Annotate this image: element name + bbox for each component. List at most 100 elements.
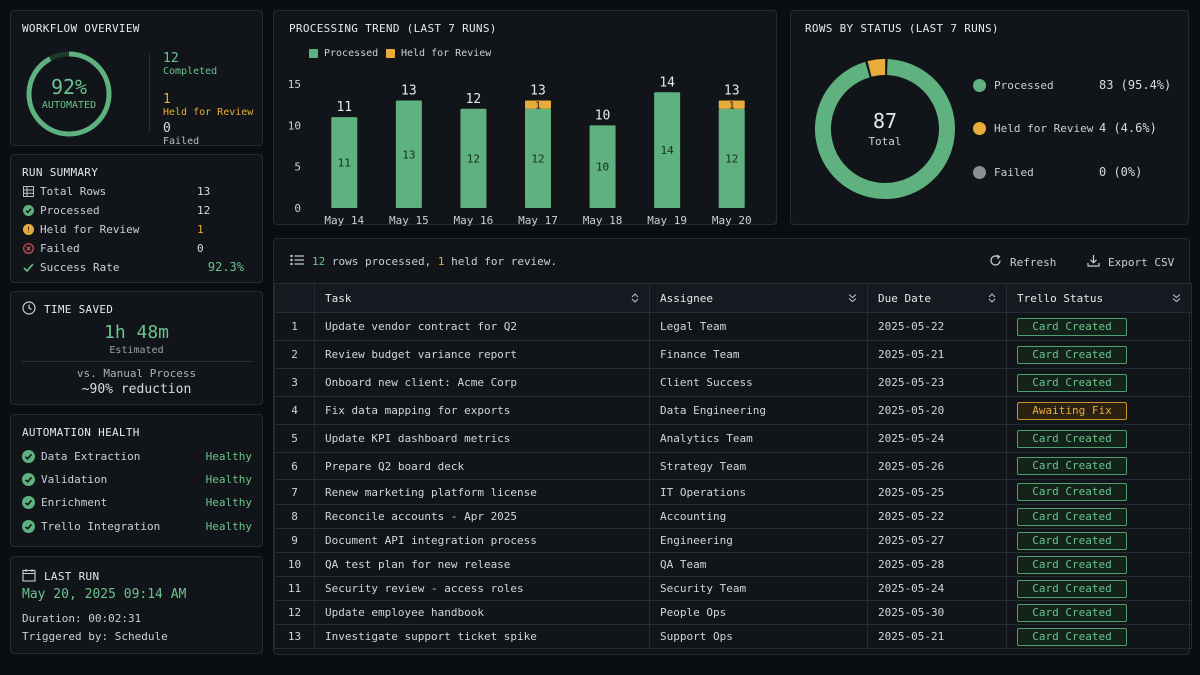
health-label: Enrichment bbox=[41, 495, 108, 509]
table-row[interactable]: 12 Update employee handbook People Ops 2025… bbox=[274, 600, 1192, 625]
x-tick-label: May 17 bbox=[518, 214, 558, 226]
last-run-panel: LAST RUN May 20, 2025 09:14 AM Duration:… bbox=[10, 556, 263, 654]
table-row[interactable]: 8 Reconcile accounts - Apr 2025 Accounting… bbox=[274, 504, 1192, 529]
task-cell: Update vendor contract for Q2 bbox=[314, 312, 650, 341]
last-run-duration: Duration: 00:02:31 bbox=[22, 612, 142, 625]
assignee-cell: Security Team bbox=[649, 576, 868, 601]
automated-percent: 92% bbox=[50, 75, 88, 99]
legend-label: Processed bbox=[324, 48, 379, 59]
status-legend-held: Held for Review 4 (4.6%) bbox=[973, 120, 1173, 136]
table-row[interactable]: 9 Document API integration process Enginee… bbox=[274, 528, 1192, 553]
table-row[interactable]: 3 Onboard new client: Acme Corp Client Suc… bbox=[274, 368, 1192, 397]
table-row[interactable]: 4 Fix data mapping for exports Data Engine… bbox=[274, 396, 1192, 425]
table-row[interactable]: 1 Update vendor contract for Q2 Legal Team… bbox=[274, 312, 1192, 341]
table-row[interactable]: 7 Renew marketing platform license IT Oper… bbox=[274, 479, 1192, 505]
assignee-cell: Engineering bbox=[649, 528, 868, 553]
status-badge[interactable]: Card Created bbox=[1017, 429, 1127, 448]
last-run-header: LAST RUN bbox=[22, 568, 99, 585]
time-saved-panel: TIME SAVED 1h 48m Estimated vs. Manual P… bbox=[10, 291, 263, 405]
summary-value: 1 bbox=[197, 222, 204, 236]
column-header-trello-status[interactable]: Trello Status bbox=[1006, 283, 1192, 313]
sort-icon[interactable] bbox=[631, 293, 639, 306]
held-count: 1 bbox=[437, 255, 445, 268]
table-row[interactable]: 6 Prepare Q2 board deck Strategy Team 2025-… bbox=[274, 452, 1192, 480]
calendar-icon bbox=[22, 568, 36, 585]
status-badge[interactable]: Card Created bbox=[1017, 507, 1127, 526]
task-cell: Prepare Q2 board deck bbox=[314, 452, 650, 480]
chevron-down-icon[interactable] bbox=[1172, 293, 1181, 306]
chevron-down-icon[interactable] bbox=[848, 293, 857, 306]
status-badge[interactable]: Awaiting Fix bbox=[1017, 401, 1127, 420]
health-row: Trello Integration Healthy bbox=[22, 518, 252, 534]
last-run-trigger: Triggered by: Schedule bbox=[22, 630, 168, 643]
row-number: 12 bbox=[274, 600, 315, 625]
health-status: Healthy bbox=[205, 495, 252, 509]
export-csv-button[interactable]: Export CSV bbox=[1087, 254, 1174, 270]
status-badge[interactable]: Card Created bbox=[1017, 603, 1127, 622]
status-cell: Card Created bbox=[1006, 528, 1192, 553]
panel-title: LAST RUN bbox=[44, 570, 100, 583]
bar-value-label: 10 bbox=[596, 161, 609, 174]
status-badge[interactable]: Card Created bbox=[1017, 317, 1127, 336]
automation-health-panel: AUTOMATION HEALTH Data Extraction Health… bbox=[10, 414, 263, 547]
status-badge[interactable]: Card Created bbox=[1017, 579, 1127, 598]
status-badge[interactable]: Card Created bbox=[1017, 627, 1127, 646]
column-header-assignee[interactable]: Assignee bbox=[649, 283, 868, 313]
failed-stat: 0 Failed bbox=[163, 122, 199, 148]
total-label: 12 bbox=[466, 92, 482, 107]
summary-row-failed: Failed 0 bbox=[22, 240, 252, 256]
summary-row-total: Total Rows 13 bbox=[22, 183, 252, 199]
total-label: 11 bbox=[336, 100, 352, 115]
table-row[interactable]: 13 Investigate support ticket spike Suppor… bbox=[274, 624, 1192, 649]
sort-icon[interactable] bbox=[988, 293, 996, 306]
held-stat: 1 Held for Review bbox=[163, 93, 253, 119]
donut-slice bbox=[867, 59, 886, 77]
table-row[interactable]: 5 Update KPI dashboard metrics Analytics T… bbox=[274, 424, 1192, 453]
summary-row-success: Success Rate 92.3% bbox=[22, 259, 252, 275]
status-badge[interactable]: Card Created bbox=[1017, 483, 1127, 501]
health-row: Data Extraction Healthy bbox=[22, 448, 252, 464]
row-number: 8 bbox=[274, 504, 315, 529]
due-date-cell: 2025-05-20 bbox=[867, 396, 1007, 425]
table-row[interactable]: 10 QA test plan for new release QA Team 202… bbox=[274, 552, 1192, 577]
column-header-task[interactable]: Task bbox=[314, 283, 650, 313]
x-circle-icon bbox=[22, 242, 34, 254]
refresh-button[interactable]: Refresh bbox=[989, 254, 1056, 270]
column-header-due-date[interactable]: Due Date bbox=[867, 283, 1007, 313]
bar-processed bbox=[525, 108, 551, 208]
status-cell: Card Created bbox=[1006, 552, 1192, 577]
bar-processed bbox=[331, 117, 358, 208]
bar-held bbox=[525, 100, 551, 109]
table-row[interactable]: 11 Security review - access roles Security… bbox=[274, 576, 1192, 601]
status-cell: Card Created bbox=[1006, 368, 1192, 397]
status-badge[interactable]: Card Created bbox=[1017, 457, 1127, 475]
status-badge[interactable]: Card Created bbox=[1017, 555, 1127, 574]
bar-held bbox=[718, 100, 745, 109]
ring-svg bbox=[26, 51, 112, 137]
time-saved-value: 1h 48m bbox=[103, 322, 170, 343]
table-row[interactable]: 2 Review budget variance report Finance Te… bbox=[274, 340, 1192, 369]
x-tick-label: May 14 bbox=[324, 214, 364, 226]
task-cell: Fix data mapping for exports bbox=[314, 396, 650, 425]
due-date-cell: 2025-05-26 bbox=[867, 452, 1007, 480]
due-date-cell: 2025-05-23 bbox=[867, 368, 1007, 397]
run-summary-panel: RUN SUMMARY Total Rows 13 Processed 12 !… bbox=[10, 154, 263, 283]
legend-item-held: Held for Review bbox=[386, 48, 491, 59]
status-cell: Card Created bbox=[1006, 340, 1192, 369]
row-number: 6 bbox=[274, 452, 315, 480]
held-value-label: 1 bbox=[535, 101, 541, 112]
legend-item-processed: Processed bbox=[309, 48, 378, 59]
task-cell: Reconcile accounts - Apr 2025 bbox=[314, 504, 650, 529]
status-badge[interactable]: Card Created bbox=[1017, 373, 1127, 392]
row-number: 13 bbox=[274, 624, 315, 649]
status-badge[interactable]: Card Created bbox=[1017, 345, 1127, 364]
assignee-cell: Strategy Team bbox=[649, 452, 868, 480]
clock-icon bbox=[22, 301, 36, 318]
summary-label: Failed bbox=[40, 241, 80, 255]
y-tick-label: 0 bbox=[294, 202, 301, 215]
due-date-cell: 2025-05-22 bbox=[867, 504, 1007, 529]
status-badge[interactable]: Card Created bbox=[1017, 531, 1127, 550]
y-tick-label: 5 bbox=[294, 161, 301, 174]
summary-row-held: ! Held for Review 1 bbox=[22, 221, 252, 237]
